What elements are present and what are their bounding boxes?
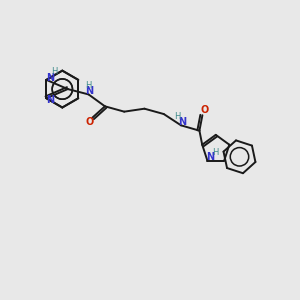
Text: N: N bbox=[46, 74, 54, 83]
Text: N: N bbox=[46, 95, 54, 105]
Text: H: H bbox=[212, 148, 218, 158]
Text: H: H bbox=[52, 67, 58, 76]
Text: H: H bbox=[85, 81, 92, 90]
Text: N: N bbox=[178, 117, 187, 127]
Text: O: O bbox=[201, 106, 209, 116]
Text: O: O bbox=[85, 117, 94, 127]
Text: H: H bbox=[174, 112, 181, 121]
Text: N: N bbox=[85, 86, 94, 96]
Text: N: N bbox=[206, 152, 214, 162]
